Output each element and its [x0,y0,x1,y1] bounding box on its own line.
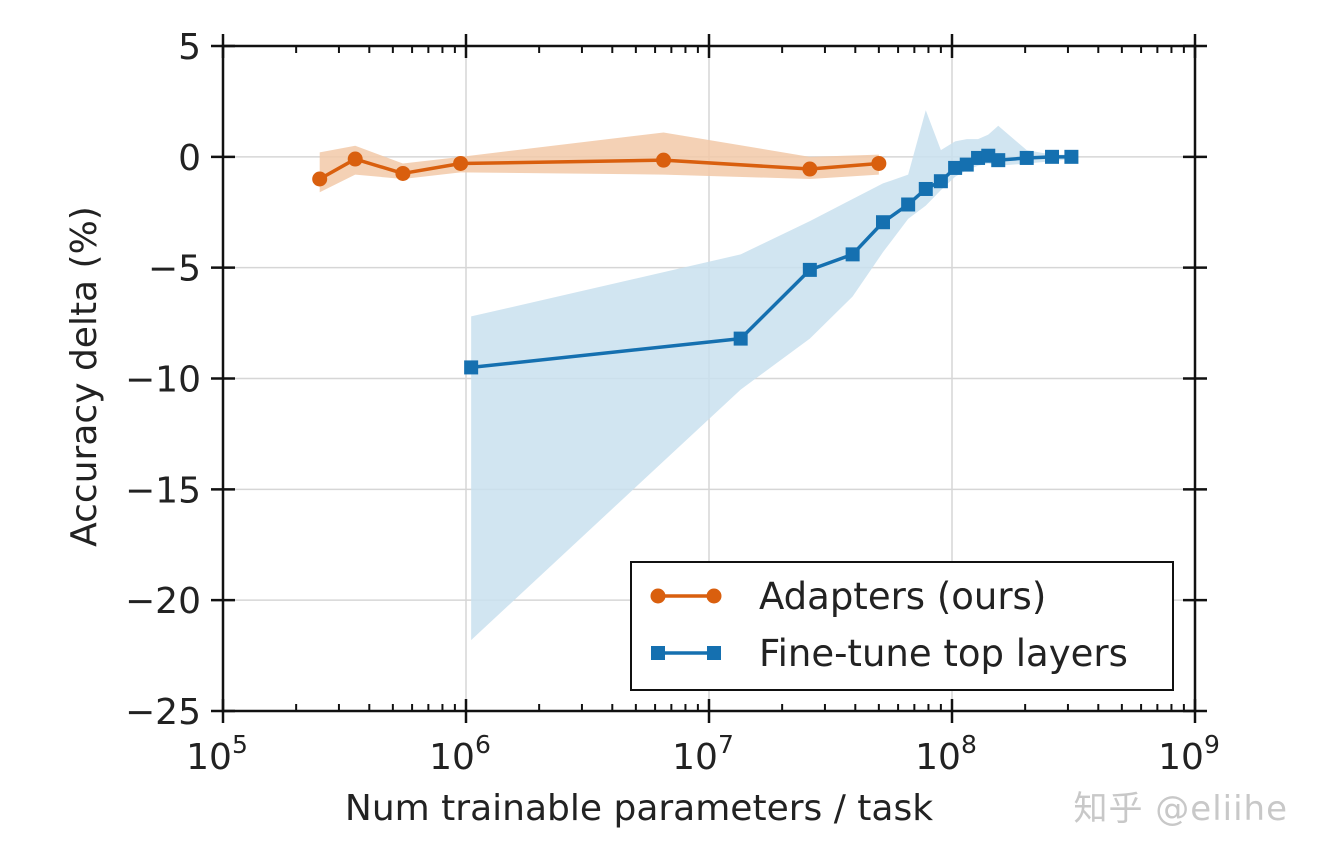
watermark: 知乎 @eliihe [1073,789,1288,829]
data-point [347,151,363,167]
data-point [991,153,1006,168]
data-point [733,331,748,346]
data-point [871,155,887,171]
x-axis-title: Num trainable parameters / task [345,788,933,829]
x-tick-label: 108 [915,730,977,778]
data-point [1064,149,1079,164]
data-point [959,157,974,172]
y-axis-title: Accuracy delta (%) [64,206,105,547]
band-1 [471,110,1072,641]
y-tick-label: 0 [178,138,201,179]
data-point [395,165,411,181]
legend-label: Adapters (ours) [759,575,1046,618]
y-tick-label: −15 [125,470,201,511]
legend-box [630,561,1174,691]
legend-marker [707,646,721,660]
data-point [875,215,890,230]
data-point [464,360,479,375]
y-tick-label: 5 [178,27,201,68]
data-point [901,197,916,212]
legend-label: Fine-tune top layers [759,632,1128,675]
legend-entry-adapters: Adapters (ours) [650,575,1046,618]
series-line-1 [470,153,1072,370]
axis-ticks [211,34,1207,723]
legend-marker [706,588,722,604]
y-tick-label: −5 [148,249,201,290]
data-point [933,174,948,189]
x-tick-label: 107 [672,730,734,778]
y-tick-label: −20 [125,581,201,622]
series-markers [312,148,1079,375]
x-tick-label: 106 [429,730,491,778]
data-point [918,181,933,196]
data-point [1045,149,1060,164]
x-tick-label: 109 [1158,730,1220,778]
legend-marker [651,646,665,660]
data-point [656,152,672,168]
x-tick-label: 105 [186,730,248,778]
legend: Adapters (ours) Fine-tune top layers [630,561,1174,691]
data-point [845,247,860,262]
y-tick-label: −25 [125,692,201,733]
y-tick-label: −10 [125,360,201,401]
data-point [802,161,818,177]
data-point [1019,150,1034,165]
legend-marker [650,588,666,604]
data-point [802,262,817,277]
confidence-bands [319,110,1072,641]
data-point [453,155,469,171]
legend-entry-finetune: Fine-tune top layers [651,632,1128,675]
data-point [312,171,328,187]
data-point [948,160,963,175]
